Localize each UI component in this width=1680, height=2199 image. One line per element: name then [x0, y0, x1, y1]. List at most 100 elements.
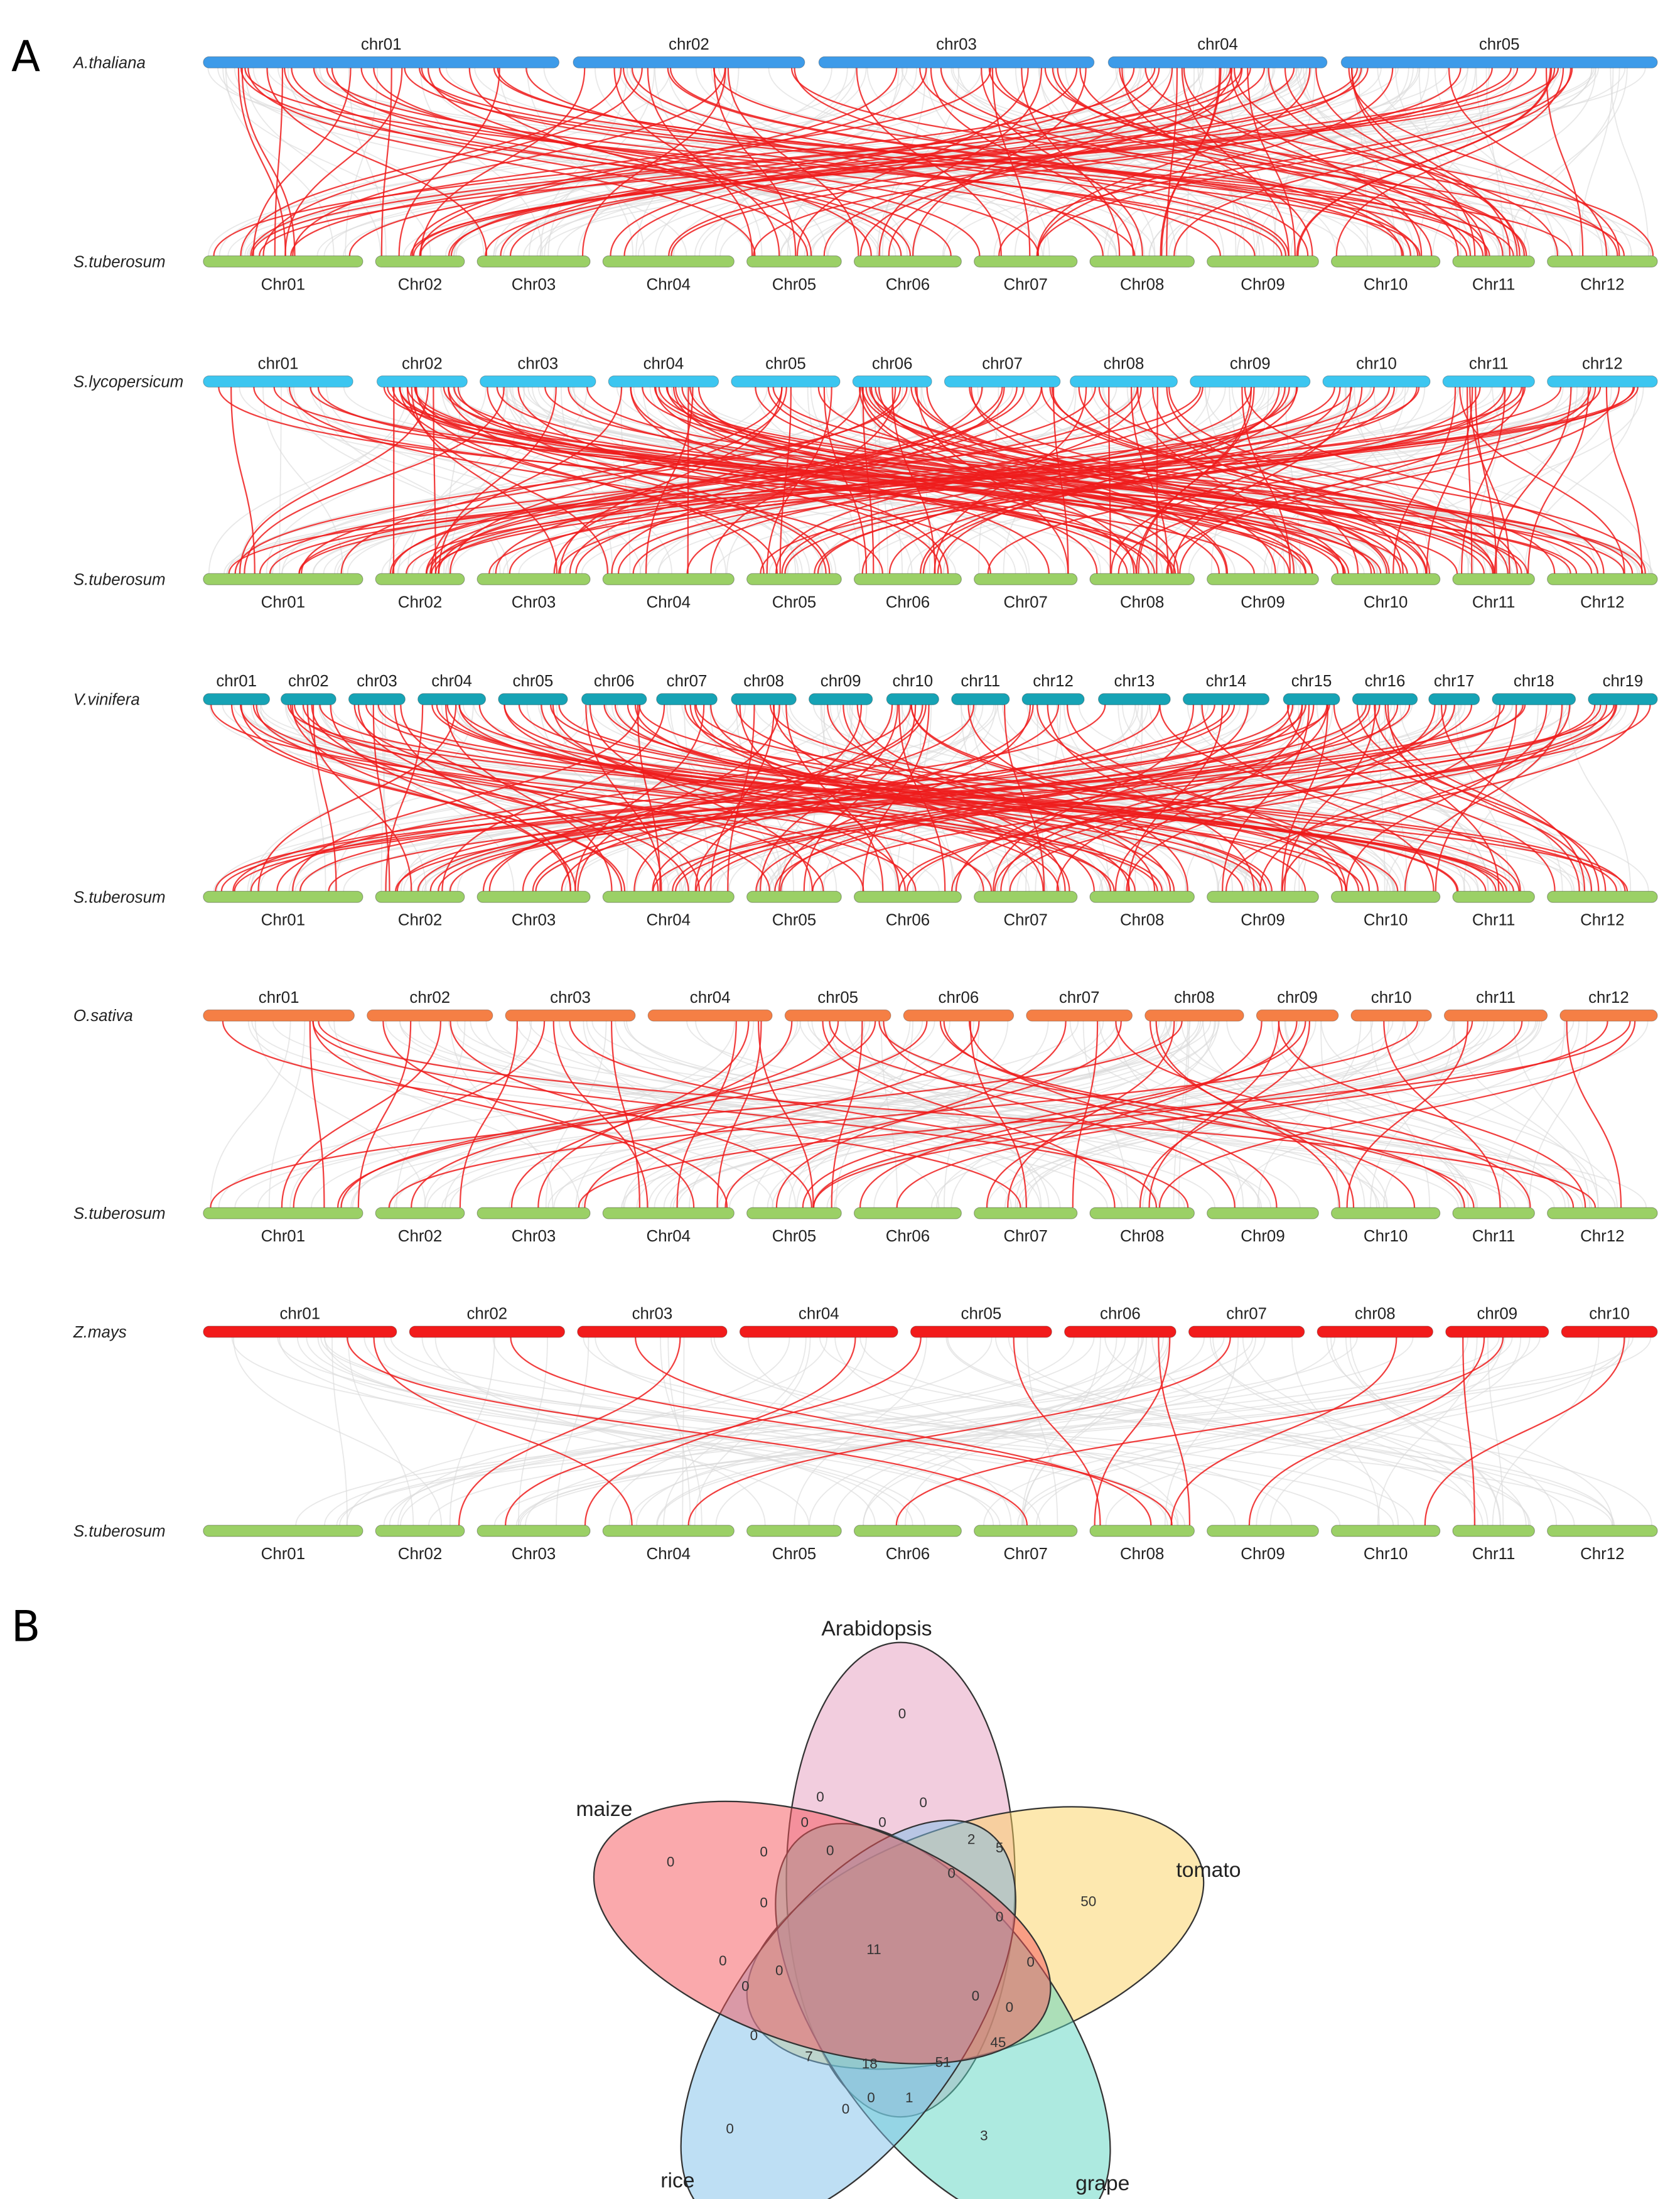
chromosome-bar [1144, 1009, 1244, 1022]
background-link [347, 1337, 414, 1525]
syntenic-link [630, 387, 1050, 574]
syntenic-link [1166, 387, 1404, 574]
syntenic-link [1098, 387, 1646, 574]
background-link [718, 1021, 1374, 1208]
reference-chromosome-bar [853, 890, 962, 903]
syntenic-link [298, 387, 1353, 574]
reference-chromosome-bar [853, 1525, 962, 1537]
syntenic-link [802, 1021, 1306, 1208]
syntenic-link [916, 387, 1069, 574]
reference-chromosome-label: Chr04 [647, 276, 691, 293]
background-link [320, 1337, 1341, 1526]
chromosome-bar [1021, 693, 1085, 706]
chromosome-bar [910, 1326, 1052, 1338]
syntenic-link [306, 705, 412, 892]
chromosome-bar [1561, 1326, 1658, 1338]
background-link [807, 387, 861, 574]
reference-chromosome-label: Chr01 [261, 911, 305, 929]
chromosome-label: chr07 [667, 673, 708, 690]
syntenic-link [230, 705, 626, 892]
syntenic-link [210, 1021, 1183, 1208]
reference-chromosome-bar [1089, 890, 1195, 903]
chromosome-label: chr05 [817, 989, 858, 1007]
background-link [388, 387, 556, 574]
syntenic-link [234, 387, 908, 574]
species-label: V.vinifera [73, 691, 140, 708]
syntenic-link [981, 68, 1143, 256]
syntenic-link [1072, 1021, 1099, 1208]
chromosome-label: chr10 [1589, 1305, 1630, 1323]
reference-chromosome-bar [1452, 255, 1535, 267]
chromosome-label: chr01 [216, 673, 257, 690]
species-label: S.lycopersicum [73, 374, 183, 391]
background-link [1383, 1021, 1580, 1208]
syntenic-link [878, 387, 1227, 574]
chromosome-bar [1063, 1326, 1177, 1338]
chromosome-label: chr02 [409, 989, 450, 1007]
chromosome-label: chr01 [259, 989, 299, 1007]
syntenic-link [1166, 68, 1178, 256]
syntenic-link [1605, 387, 1643, 574]
background-link [208, 387, 417, 574]
syntenic-link [1057, 68, 1488, 256]
reference-chromosome-bar [746, 1525, 842, 1537]
venn-label-rice: rice [660, 2169, 694, 2193]
reference-chromosome-label: Chr06 [886, 1228, 930, 1245]
synteny-track-o-sativa: O.sativa chr01 chr02 chr03 chr04 chr05 chr06 ch… [73, 989, 1658, 1245]
background-link [972, 705, 1402, 892]
chromosome-bar [417, 693, 487, 706]
chromosome-bar [903, 1009, 1015, 1022]
chromosome-bar [608, 375, 719, 388]
syntenic-link [785, 705, 884, 892]
reference-chromosome-bar [1330, 1525, 1441, 1537]
chromosome-bar [203, 56, 560, 68]
background-link [639, 387, 1264, 574]
syntenic-link [775, 387, 1142, 574]
syntenic-link [589, 705, 813, 892]
syntenic-link [1117, 387, 1597, 574]
chromosome-bar [203, 1009, 355, 1022]
syntenic-link [293, 705, 1163, 892]
syntenic-link [281, 1021, 442, 1208]
chromosome-bar [1182, 693, 1270, 706]
reference-chromosome-bar [1207, 1207, 1319, 1219]
chromosome-label: chr02 [288, 673, 329, 690]
background-link [1104, 1337, 1652, 1526]
background-link [556, 1337, 590, 1525]
syntenic-link [1021, 68, 1121, 256]
syntenic-link [396, 705, 1236, 892]
syntenic-link [574, 705, 705, 892]
chromosome-label: chr09 [1477, 1305, 1517, 1323]
syntenic-link [497, 68, 1490, 256]
chromosome-label: chr10 [1371, 989, 1412, 1007]
venn-region-count: 0 [760, 1895, 768, 1911]
background-link [448, 387, 525, 574]
syntenic-link [1467, 387, 1473, 574]
chromosome-label: chr05 [765, 355, 806, 372]
syntenic-link [1161, 68, 1220, 256]
syntenic-link [1225, 705, 1639, 892]
background-link [493, 1337, 1634, 1526]
syntenic-link [1148, 1021, 1280, 1208]
venn-region-count: 0 [801, 1814, 809, 1830]
syntenic-link [1159, 705, 1521, 892]
syntenic-link [299, 705, 1215, 892]
reference-species-label: S.tuberosum [73, 889, 166, 906]
background-link [714, 68, 903, 256]
syntenic-link [488, 705, 923, 892]
background-link [383, 1337, 1095, 1526]
background-link [1610, 68, 1649, 256]
syntenic-link [448, 387, 1150, 574]
syntenic-link [284, 68, 809, 256]
chromosome-label: chr08 [1355, 1305, 1396, 1323]
syntenic-link [373, 1337, 633, 1525]
syntenic-link [433, 387, 436, 574]
background-link [1316, 705, 1508, 892]
syntenic-link [357, 1021, 412, 1208]
background-link [997, 705, 1220, 892]
reference-chromosome-label: Chr05 [772, 911, 816, 929]
background-link [1257, 1021, 1362, 1208]
chromosome-label: chr03 [357, 673, 397, 690]
syntenic-link [794, 68, 1309, 256]
reference-chromosome-label: Chr04 [647, 911, 691, 929]
